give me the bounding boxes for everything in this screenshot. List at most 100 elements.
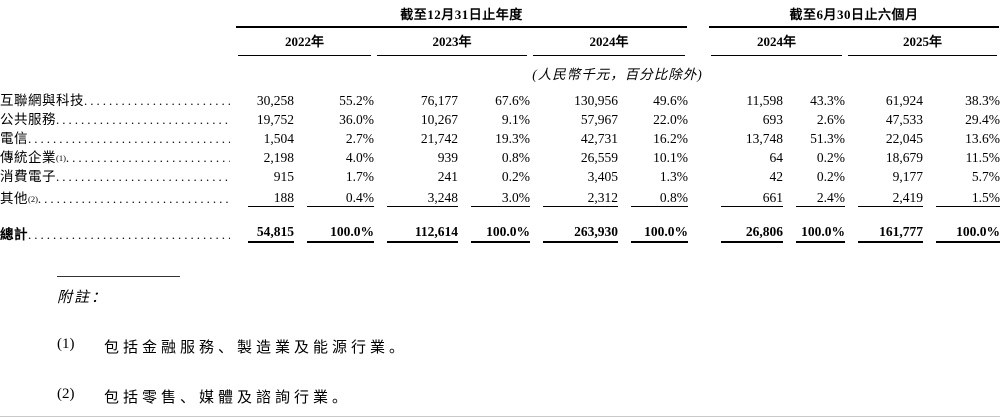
footnote-number: (2) bbox=[57, 386, 75, 402]
cell-value: 64 bbox=[769, 149, 784, 165]
column-gap bbox=[688, 216, 708, 243]
row-label: 公共服務 bbox=[0, 111, 56, 127]
leader-dots: ........................................… bbox=[56, 112, 230, 127]
cell-value: 67.6% bbox=[495, 92, 530, 108]
cell-value: 42,731 bbox=[580, 130, 618, 146]
cell-value: 1.5% bbox=[936, 190, 1000, 207]
cell-value: 29.4% bbox=[965, 111, 1000, 127]
leader-dots: ........................................… bbox=[56, 169, 230, 184]
cell-value: 30,258 bbox=[256, 92, 294, 108]
year-header-2022: 2022年 bbox=[235, 28, 374, 56]
cell-value: 19.3% bbox=[495, 130, 530, 146]
row-label: 其他 bbox=[0, 190, 28, 206]
total-label: 總計 bbox=[0, 226, 28, 242]
cell-value: 661 bbox=[721, 190, 784, 207]
column-gap bbox=[688, 109, 708, 128]
total-value: 100.0% bbox=[307, 224, 374, 243]
cell-value: 5.7% bbox=[971, 168, 1000, 184]
footnotes-section: 附註： (1) 包括金融服務、製造業及能源行業。 (2) 包括零售、媒體及諮詢行… bbox=[57, 276, 1000, 407]
cell-value: 49.6% bbox=[653, 92, 689, 108]
year-header-2023: 2023年 bbox=[374, 28, 530, 56]
cell-value: 915 bbox=[273, 168, 294, 184]
spacer-row bbox=[0, 207, 1000, 216]
footnote-ref: (1) bbox=[56, 152, 66, 163]
cell-value: 18,679 bbox=[885, 149, 924, 165]
revenue-breakdown-table: 截至12月31日止年度 截至6月30日止六個月 2022年 2023年 2024… bbox=[0, 2, 1000, 243]
cell-value: 61,924 bbox=[885, 92, 924, 108]
cell-value: 22,045 bbox=[885, 130, 924, 146]
column-gap bbox=[688, 90, 708, 109]
cell-value: 2.4% bbox=[796, 190, 846, 207]
total-value: 263,930 bbox=[543, 224, 618, 243]
row-label: 傳統企業 bbox=[0, 149, 56, 165]
cell-value: 21,742 bbox=[420, 130, 458, 146]
leader-dots: ........................................… bbox=[37, 191, 230, 206]
cell-value: 241 bbox=[437, 168, 458, 184]
row-label: 消費電子 bbox=[0, 168, 56, 184]
footnote-text: 包括零售、媒體及諮詢行業。 bbox=[104, 390, 352, 406]
leader-dots: ........................................… bbox=[28, 227, 230, 242]
table-row-public-services: 公共服務....................................… bbox=[0, 109, 1000, 128]
cell-value: 42 bbox=[769, 168, 784, 184]
unit-note-row: (人民幣千元，百分比除外) bbox=[0, 56, 1000, 90]
table-row-others: 其他(2)...................................… bbox=[0, 185, 1000, 207]
cell-value: 693 bbox=[762, 111, 784, 127]
cell-value: 19,752 bbox=[256, 111, 294, 127]
total-value: 26,806 bbox=[721, 224, 784, 243]
column-gap bbox=[688, 185, 708, 207]
cell-value: 10,267 bbox=[420, 111, 458, 127]
cell-value: 47,533 bbox=[885, 111, 924, 127]
column-gap bbox=[688, 128, 708, 147]
cell-value: 16.2% bbox=[653, 130, 689, 146]
column-gap bbox=[688, 147, 708, 166]
cell-value: 0.2% bbox=[816, 149, 846, 165]
year-header-2024-h1: 2024年 bbox=[708, 28, 845, 56]
cell-value: 939 bbox=[437, 149, 458, 165]
footnote-ref: (2) bbox=[28, 193, 38, 204]
year-header-row: 2022年 2023年 2024年 2024年 2025年 bbox=[0, 28, 1000, 56]
cell-value: 55.2% bbox=[339, 92, 374, 108]
cell-value: 11,598 bbox=[746, 92, 784, 108]
cell-value: 22.0% bbox=[653, 111, 689, 127]
table-row-telecom: 電信......................................… bbox=[0, 128, 1000, 147]
column-gap bbox=[688, 28, 708, 56]
cell-value: 57,967 bbox=[580, 111, 618, 127]
footnote-divider bbox=[57, 276, 180, 277]
cell-value: 0.8% bbox=[501, 149, 530, 165]
total-value: 100.0% bbox=[936, 224, 1000, 243]
cell-value: 2,419 bbox=[858, 190, 924, 207]
total-value: 100.0% bbox=[631, 224, 689, 243]
cell-value: 0.2% bbox=[501, 168, 530, 184]
interim-period-group-header: 截至6月30日止六個月 bbox=[708, 2, 1000, 28]
cell-value: 0.4% bbox=[307, 190, 374, 207]
cell-value: 10.1% bbox=[653, 149, 689, 165]
currency-unit-note: (人民幣千元，百分比除外) bbox=[532, 67, 703, 82]
cell-value: 2,312 bbox=[543, 190, 618, 207]
cell-value: 188 bbox=[248, 190, 294, 207]
cell-value: 1,504 bbox=[263, 130, 294, 146]
total-value: 161,777 bbox=[858, 224, 924, 243]
cell-value: 76,177 bbox=[420, 92, 458, 108]
cell-value: 3,405 bbox=[587, 168, 618, 184]
footnote-number: (1) bbox=[57, 336, 75, 352]
cell-value: 2.7% bbox=[345, 130, 374, 146]
total-value: 112,614 bbox=[387, 224, 458, 243]
cell-value: 36.0% bbox=[339, 111, 374, 127]
total-value: 100.0% bbox=[796, 224, 846, 243]
cell-value: 13,748 bbox=[745, 130, 784, 146]
cell-value: 9.1% bbox=[501, 111, 530, 127]
leader-dots: ........................................… bbox=[28, 131, 230, 146]
total-value: 54,815 bbox=[248, 224, 294, 243]
cell-value: 13.6% bbox=[965, 130, 1000, 146]
table-row-consumer-electronics: 消費電子....................................… bbox=[0, 166, 1000, 185]
annual-period-group-header: 截至12月31日止年度 bbox=[235, 2, 688, 28]
cell-value: 130,956 bbox=[574, 92, 618, 108]
table-row-internet-tech: 互聯網與科技..................................… bbox=[0, 90, 1000, 109]
cell-value: 2,198 bbox=[263, 149, 294, 165]
cell-value: 3.0% bbox=[471, 190, 530, 207]
row-label: 互聯網與科技 bbox=[0, 92, 84, 108]
footnotes-heading: 附註： bbox=[57, 290, 109, 306]
column-gap bbox=[688, 166, 708, 185]
footnote-item-1: (1) 包括金融服務、製造業及能源行業。 bbox=[57, 336, 1000, 357]
